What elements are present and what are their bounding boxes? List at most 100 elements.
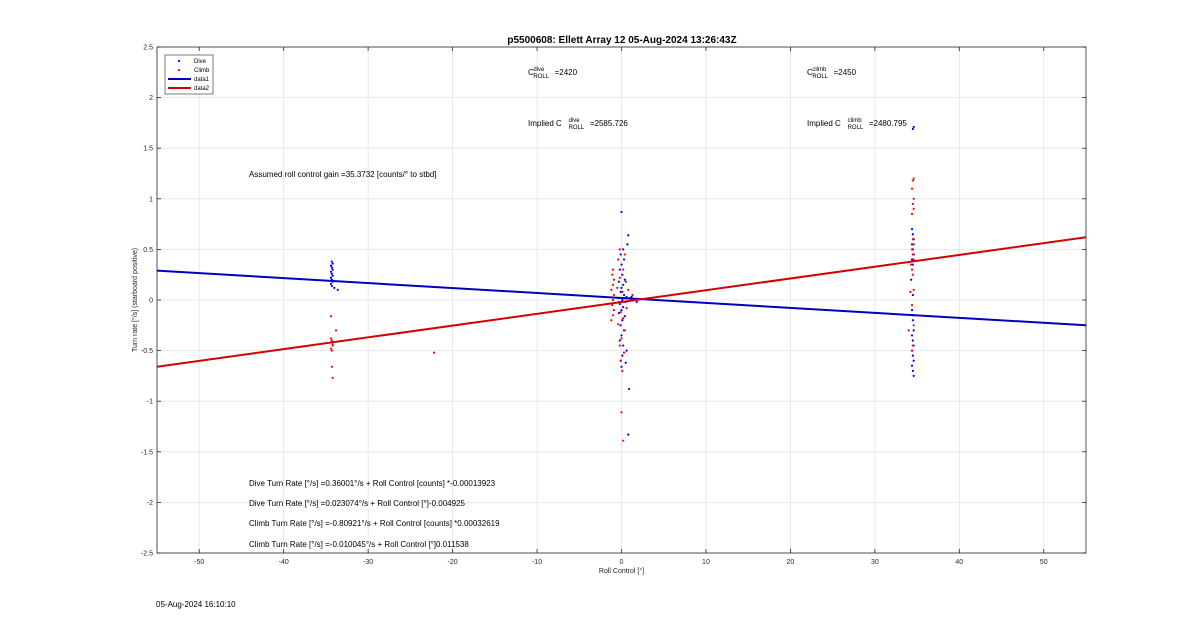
dive-point [910,278,913,281]
dive-point [620,334,623,337]
x-tick-label: 20 [787,559,795,566]
dive-point [330,284,333,287]
x-tick-label: -10 [532,559,542,566]
climb-point [334,329,338,332]
climb-point [617,258,620,261]
climb-point [330,365,333,368]
annotation-fit3: Climb Turn Rate [°/s] =-0.80921°/s + Rol… [249,519,500,528]
dive-point [911,263,914,266]
dive-point [621,354,624,357]
climb-point [611,303,614,307]
x-tick-label: 40 [955,559,963,566]
dive-point [619,253,622,256]
dive-point [330,266,333,269]
annotation-fit4: Climb Turn Rate [°/s] =-0.010045°/s + Ro… [249,540,469,549]
y-tick-label: -0.5 [141,348,153,355]
dive-point [618,268,621,271]
climb-point [618,248,621,251]
annotation-c-roll-climb: Cclimb ROLL =2450 [807,67,857,80]
data2-fit-line [157,236,1086,368]
dive-point [622,305,625,309]
climb-point [611,283,615,286]
dive-point [333,286,336,289]
dive-point [622,344,625,347]
dive-point [617,280,621,283]
climb-point [911,344,914,347]
dive-point [912,359,915,362]
dive-point [620,286,623,289]
dive-point [911,293,914,297]
x-tick-label: -50 [194,559,204,566]
dive-point [336,288,339,291]
dive-point [623,278,626,281]
climb-point [912,197,915,200]
climb-point [910,248,914,251]
climb-point [331,376,334,380]
climb-point [617,323,620,326]
dive-point [635,300,638,304]
dive-point [619,290,622,294]
y-tick-label: 1 [149,196,153,203]
annotation-fit2: Dive Turn Rate [°/s] =0.023074°/s + Roll… [249,499,465,508]
y-tick-label: 2 [149,95,153,102]
climb-point [624,280,627,283]
dive-point [329,282,333,285]
y-tick-label: 0 [149,298,153,305]
dive-point [911,127,914,131]
climb-point [910,268,914,271]
legend-marker-climb [177,68,181,72]
climb-point [912,288,915,291]
climb-point [907,329,910,332]
data1-fit-line [157,269,1086,327]
climb-point [622,268,625,271]
climb-point [911,202,914,205]
climb-point [912,324,915,327]
annotation-c-roll-dive: Cdive ROLL =2420 [528,67,578,80]
dive-point [622,293,626,297]
dive-point [910,243,914,246]
dive-point [627,433,630,436]
climb-point [912,243,915,246]
climb-point [623,329,626,332]
climb-point [618,276,621,279]
climb-point [911,238,914,241]
dive-point [911,319,914,322]
annotation-gain: Assumed roll control gain =35.3732 [coun… [249,170,437,179]
climb-point [611,298,615,302]
climb-point [631,293,634,297]
climb-point [911,179,914,182]
dive-point [628,387,631,391]
dive-point [911,233,914,236]
y-tick-label: -2 [147,500,153,507]
x-tick-label: 0 [620,559,624,566]
climb-point [625,306,628,310]
climb-point [910,212,914,216]
climb-point [619,359,622,362]
x-tick-label: 10 [702,559,710,566]
dive-point [620,263,623,266]
x-tick-label: -40 [279,559,289,566]
dive-point [911,339,914,342]
dive-point [618,302,621,306]
dive-point [622,258,626,261]
climb-point [329,347,333,350]
climb-point [620,337,623,340]
dive-point [619,324,622,327]
dive-point [910,228,914,231]
dive-point [621,273,624,276]
y-axis-label: Turn rate [°/s] (starboard positive) [131,248,139,352]
climb-point [612,278,615,281]
climb-point [621,369,624,372]
climb-point [611,268,615,271]
climb-point [616,286,619,289]
dive-point [910,364,914,367]
dive-point [912,374,915,377]
chart-title: p5500608: Ellett Array 12 05-Aug-2024 13… [507,35,736,46]
climb-point [627,288,630,291]
y-tick-label: -1.5 [141,449,153,456]
climb-point [622,351,626,354]
dive-point [910,334,914,337]
climb-point [619,311,622,314]
